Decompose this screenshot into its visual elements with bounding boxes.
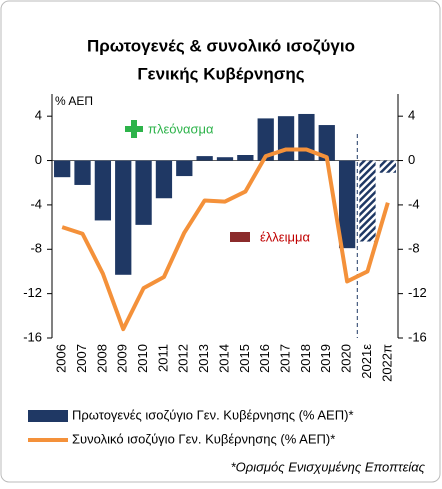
bar xyxy=(359,160,376,242)
x-tick-label: 2011 xyxy=(155,344,170,372)
bar xyxy=(196,156,213,161)
x-tick-label: 2015 xyxy=(237,344,252,373)
x-tick-label: 2022π xyxy=(379,344,394,382)
y-tick-label: 4 xyxy=(35,108,42,123)
bar xyxy=(74,160,91,185)
bar xyxy=(94,160,112,221)
bar xyxy=(54,160,71,178)
y2-tick-label: -16 xyxy=(408,329,427,344)
x-tick-label: 2014 xyxy=(216,344,231,373)
x-tick-label: 2006 xyxy=(54,344,69,373)
chart-title: Γενικής Κυβέρνησης xyxy=(137,64,304,83)
x-tick-label: 2010 xyxy=(135,344,150,373)
bar xyxy=(135,160,152,225)
x-tick-label: 2016 xyxy=(257,344,272,373)
x-tick-label: 2007 xyxy=(74,344,89,373)
x-tick-label: 2009 xyxy=(115,344,130,373)
legend-label: Πρωτογενές ισοζύγιο Γεν. Κυβέρνησης (% Α… xyxy=(72,407,354,422)
bar xyxy=(379,160,396,173)
y-tick-label: -4 xyxy=(30,196,42,211)
annotation: πλεόνασμα xyxy=(148,121,214,136)
x-tick-label: 2019 xyxy=(318,344,333,373)
legend-swatch xyxy=(28,410,68,422)
deficit-icon xyxy=(230,232,250,242)
footnote: *Ορισμός Ενισχυμένης Εποπτείας xyxy=(231,459,426,474)
chart-title: Πρωτογενές & συνολικό ισοζύγιο xyxy=(87,36,355,55)
x-tick-label: 2020 xyxy=(339,344,354,373)
legend-label: Συνολικό ισοζύγιο Γεν. Κυβέρνησης (% ΑΕΠ… xyxy=(72,431,335,446)
bar xyxy=(115,160,132,275)
y-tick-label: -16 xyxy=(23,329,42,344)
bar xyxy=(338,160,356,249)
line xyxy=(61,147,390,332)
bar xyxy=(216,157,234,161)
y2-tick-label: 4 xyxy=(408,108,415,123)
y2-tick-label: -12 xyxy=(408,285,427,300)
y2-tick-label: 0 xyxy=(408,152,415,167)
bar xyxy=(176,160,193,177)
bar xyxy=(155,160,173,199)
x-tick-label: 2013 xyxy=(196,344,211,373)
bar xyxy=(277,116,295,161)
plus-icon xyxy=(125,120,143,138)
annotation: έλλειμμα xyxy=(260,229,310,244)
y2-tick-label: -8 xyxy=(408,241,420,256)
x-tick-label: 2021ε xyxy=(359,344,374,379)
bar xyxy=(237,155,254,161)
x-tick-label: 2012 xyxy=(176,344,191,373)
bar xyxy=(318,125,335,161)
x-tick-label: 2018 xyxy=(298,344,313,373)
y-axis-label: % ΑΕΠ xyxy=(55,94,93,108)
y-tick-label: 0 xyxy=(35,152,42,167)
y2-tick-label: -4 xyxy=(408,196,420,211)
x-tick-label: 2017 xyxy=(277,344,292,373)
bar xyxy=(257,118,274,161)
y-tick-label: -8 xyxy=(30,241,42,256)
y-tick-label: -12 xyxy=(23,285,42,300)
x-tick-label: 2008 xyxy=(94,344,109,373)
